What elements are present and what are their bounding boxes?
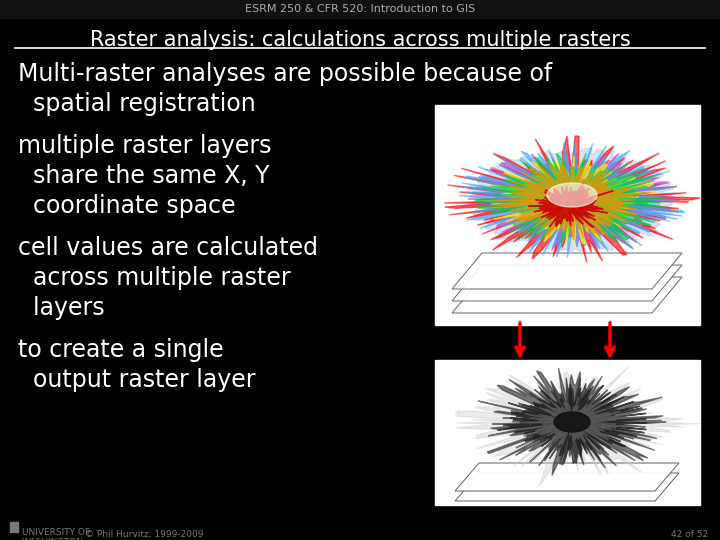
Polygon shape [468,153,676,251]
Text: spatial registration: spatial registration [18,92,256,116]
Text: share the same X, Y: share the same X, Y [18,164,269,188]
Polygon shape [462,147,680,255]
Polygon shape [444,136,700,263]
Text: ESRM 250 & CFR 520: Introduction to GIS: ESRM 250 & CFR 520: Introduction to GIS [245,4,475,14]
Polygon shape [547,183,597,207]
Text: across multiple raster: across multiple raster [18,266,291,290]
Text: Multi-raster analyses are possible because of: Multi-raster analyses are possible becau… [18,62,552,86]
Polygon shape [452,277,682,313]
Text: © Phil Hurvitz, 1999-2009: © Phil Hurvitz, 1999-2009 [85,530,204,539]
Polygon shape [452,265,682,301]
Polygon shape [523,377,620,465]
Polygon shape [498,388,647,456]
Text: output raster layer: output raster layer [18,368,256,392]
Polygon shape [528,184,613,227]
Polygon shape [455,473,679,501]
Text: cell values are calculated: cell values are calculated [18,236,318,260]
Polygon shape [455,463,679,491]
Bar [0,0,720,18]
Polygon shape [478,368,666,475]
Text: multiple raster layers: multiple raster layers [18,134,271,158]
Text: layers: layers [18,296,104,320]
Text: Raster analysis: calculations across multiple rasters: Raster analysis: calculations across mul… [89,30,631,50]
Text: UNIVERSITY OF
WASHINGTON: UNIVERSITY OF WASHINGTON [22,528,90,540]
Polygon shape [476,153,668,242]
Bar [10,522,18,532]
Text: coordinate space: coordinate space [18,194,235,218]
Text: to create a single: to create a single [18,338,224,362]
Bar [435,105,700,325]
Bar [435,360,700,505]
Polygon shape [554,412,590,432]
Polygon shape [455,367,700,487]
Polygon shape [459,143,685,258]
Polygon shape [492,162,651,240]
Text: 42 of 52: 42 of 52 [671,530,708,539]
Polygon shape [518,397,625,446]
Polygon shape [452,253,682,289]
Polygon shape [484,156,658,244]
